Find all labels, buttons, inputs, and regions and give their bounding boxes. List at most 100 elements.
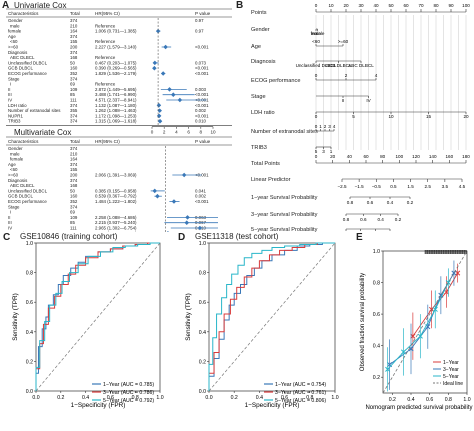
nomogram-scale-label: 15 bbox=[426, 114, 432, 119]
roc-d-title: GSE11318 (test cohort) bbox=[195, 232, 279, 241]
table-row-total: 374 bbox=[70, 34, 78, 39]
table-row-label: ECOG performance bbox=[8, 71, 47, 76]
total-points-label: 20 bbox=[330, 154, 336, 159]
hr-point bbox=[167, 87, 172, 92]
table-row-hr: 1.315 (1.069—1.618) bbox=[95, 119, 137, 124]
table-row-label: ABC DLBCL bbox=[10, 183, 35, 188]
hr-point bbox=[184, 220, 190, 225]
nomogram-scale-label: >=60 bbox=[338, 39, 349, 44]
calibration-point bbox=[425, 324, 431, 330]
table-row-total: 352 bbox=[70, 199, 78, 204]
calibration-point bbox=[400, 349, 407, 355]
calibration-legend-label: 5−Year bbox=[443, 374, 459, 380]
table-row-total: 355 bbox=[70, 108, 78, 113]
nomogram-scale-label: <60 bbox=[312, 39, 320, 44]
nomogram-row-label: ECOG performance bbox=[251, 78, 300, 84]
nomogram-row-label: Total Points bbox=[251, 161, 280, 167]
roc-x-tick-label: 0.2 bbox=[57, 395, 64, 401]
table-row-total: 50 bbox=[70, 60, 75, 65]
table-row-hr: Reference bbox=[95, 55, 116, 60]
table-row-hr: 1.484 (1.222—1.802) bbox=[95, 199, 137, 204]
table-row-total: 69 bbox=[70, 82, 75, 87]
table-row-label: III bbox=[8, 92, 12, 97]
roc-ylabel: Sensitivity (TPR) bbox=[185, 293, 192, 341]
total-points-label: 140 bbox=[429, 154, 437, 159]
roc-curve bbox=[35, 242, 160, 391]
calibration-point bbox=[438, 292, 444, 298]
table-row-hr: 0.539 (0.367—0.792) bbox=[95, 194, 137, 199]
table-row-label: Stage bbox=[8, 204, 20, 209]
hr-point bbox=[165, 231, 171, 232]
roc-curve bbox=[208, 242, 335, 391]
table-row-label: <60 bbox=[10, 39, 18, 44]
total-points-label: 160 bbox=[445, 154, 453, 159]
nomogram-scale-label: 4 bbox=[375, 73, 378, 78]
survival-3y-tick-label: 0.4 bbox=[377, 217, 384, 222]
lp-tick-label: 0.5 bbox=[390, 184, 397, 189]
roc-x-tick-label: 1.0 bbox=[331, 395, 338, 401]
table-row-p: 0.001 bbox=[195, 231, 207, 232]
table-row-total: 374 bbox=[70, 103, 78, 108]
points-tick-label: 0 bbox=[315, 3, 318, 8]
table-row-label: I bbox=[10, 82, 11, 87]
roc-diagonal bbox=[208, 242, 336, 392]
table-row-total: 374 bbox=[70, 204, 78, 209]
calibration-point bbox=[410, 333, 416, 339]
calibration-frame bbox=[382, 250, 468, 394]
nomogram-scale-label: 1 bbox=[330, 149, 333, 154]
table-header: Characteristics bbox=[8, 11, 39, 16]
roc-legend-label: 1−Year (AUC = 0.785) bbox=[103, 382, 154, 388]
table-row-total: 50 bbox=[70, 188, 75, 193]
table-row-total: 210 bbox=[70, 23, 78, 28]
table-row-label: LDH ratio bbox=[8, 231, 27, 232]
nomogram-scale-label: ABC DLBCL bbox=[348, 63, 374, 68]
points-tick-label: 100 bbox=[462, 3, 470, 8]
roc-curve bbox=[35, 242, 160, 391]
hr-point bbox=[177, 97, 183, 103]
table-row-hr: 1.172 (1.098—1.253) bbox=[95, 113, 137, 118]
table-row-p: <0.001 bbox=[195, 173, 209, 178]
nomogram-row-label: Points bbox=[251, 10, 267, 16]
nomogram-row-label: Number of extranodal sites bbox=[251, 129, 318, 135]
table-row-total: 164 bbox=[70, 29, 78, 34]
table-row-label: II bbox=[8, 87, 10, 92]
table-header: Total bbox=[70, 139, 80, 144]
forest-plots: Characteristics Total HR(95% CI) P value Gen… bbox=[6, 8, 232, 232]
table-row-total: 85 bbox=[70, 220, 75, 225]
roc-x-tick-label: 0.8 bbox=[132, 395, 139, 401]
table-row-hr: 2.215 (0.937—5.240) bbox=[95, 220, 137, 225]
nomogram-scale-label: 10 bbox=[388, 114, 394, 119]
table-row-label: LDH ratio bbox=[8, 103, 27, 108]
table-row-label: Diagnosis bbox=[8, 178, 28, 183]
roc-xlabel: 1−Specificity (FPR) bbox=[71, 402, 126, 409]
calibration-line bbox=[389, 272, 455, 365]
roc-frame bbox=[208, 242, 336, 392]
table-row-label: >=60 bbox=[8, 45, 19, 50]
table-row-hr: 2.227 (1.579—3.140) bbox=[95, 45, 137, 50]
table-row-p: 0.003 bbox=[195, 87, 207, 92]
roc-y-tick-label: 1.0 bbox=[199, 241, 206, 247]
panel-letter-d: D bbox=[178, 232, 186, 243]
calibration-xlabel: Nomogram predicted survival probability bbox=[365, 405, 472, 411]
hr-point bbox=[156, 113, 162, 119]
total-points-label: 80 bbox=[380, 154, 386, 159]
table-row-hr: 1.138 (1.052—1.230) bbox=[95, 231, 137, 232]
table-row-hr: 0.467 (0.203—1.075) bbox=[95, 60, 137, 65]
table-row-total: 374 bbox=[70, 119, 78, 124]
lp-tick-label: −1.5 bbox=[355, 184, 365, 189]
roc-frame bbox=[35, 242, 161, 392]
calibration-point bbox=[417, 333, 423, 339]
survival-3y-tick-label: 0.8 bbox=[343, 217, 350, 222]
calibration-ylabel: Observed fraction survival probability bbox=[360, 273, 366, 371]
table-row-label: Unclassified DLBCL bbox=[8, 188, 48, 193]
roc-y-tick-label: 0.8 bbox=[199, 271, 206, 277]
points-tick-label: 40 bbox=[373, 3, 379, 8]
roc-x-tick-label: 0.4 bbox=[82, 395, 89, 401]
nomogram-scale-label: 0 bbox=[315, 124, 318, 129]
table-header: Characteristics bbox=[8, 139, 39, 144]
table-row-hr: 2.066 (1.391—3.069) bbox=[95, 173, 137, 178]
table-row-total: 155 bbox=[70, 39, 78, 44]
points-tick-label: 60 bbox=[403, 3, 409, 8]
nomogram-row-label: 3−year Survival Probability bbox=[251, 212, 318, 218]
nomogram-row-label: Age bbox=[251, 44, 261, 50]
